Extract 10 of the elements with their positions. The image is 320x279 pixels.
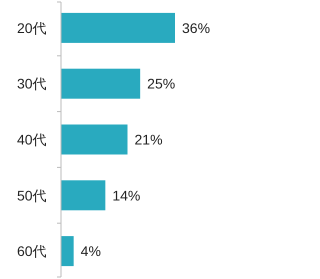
data-label: 36% [182, 20, 210, 36]
data-label: 21% [134, 132, 163, 148]
data-label: 14% [112, 187, 140, 204]
y-tick-label: 30代 [17, 76, 47, 92]
data-label: 25% [147, 76, 176, 92]
y-tick-label: 50代 [17, 187, 47, 204]
y-tick-label: 40代 [17, 132, 47, 148]
data-label: 4% [80, 243, 101, 260]
y-tick-label: 60代 [17, 243, 47, 260]
y-tick-label: 20代 [17, 20, 47, 36]
